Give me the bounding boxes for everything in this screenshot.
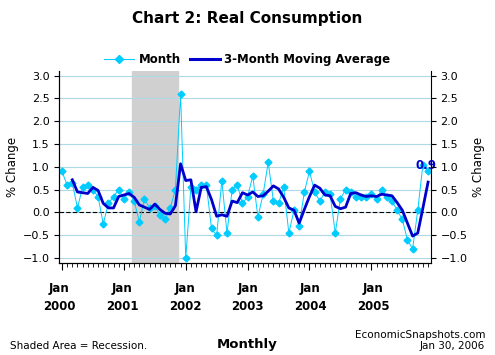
Month	[276, 201, 282, 206]
Month	[59, 169, 65, 174]
Month	[317, 199, 323, 203]
Text: 2005: 2005	[357, 300, 390, 313]
Text: 2001: 2001	[106, 300, 139, 313]
Text: 2004: 2004	[294, 300, 327, 313]
Line: Month: Month	[59, 91, 431, 261]
Text: Monthly: Monthly	[217, 338, 278, 351]
Y-axis label: % Change: % Change	[472, 137, 485, 197]
3-Month Moving Average	[110, 206, 116, 210]
3-Month Moving Average	[183, 179, 189, 183]
Text: 2003: 2003	[231, 300, 264, 313]
Text: Jan: Jan	[363, 282, 384, 295]
Month	[301, 190, 307, 194]
Month	[404, 238, 410, 242]
Bar	[132, 71, 178, 263]
3-Month Moving Average	[291, 208, 297, 212]
Text: 2000: 2000	[43, 300, 76, 313]
Y-axis label: % Change: % Change	[5, 137, 18, 197]
Text: 0.9: 0.9	[415, 159, 436, 172]
Text: Shaded Area = Recession.: Shaded Area = Recession.	[10, 342, 147, 351]
Text: Jan: Jan	[175, 282, 195, 295]
3-Month Moving Average	[147, 207, 152, 212]
Month	[178, 92, 184, 96]
Month	[425, 169, 431, 174]
Line: 3-Month Moving Average: 3-Month Moving Average	[72, 164, 428, 236]
Text: Jan: Jan	[237, 282, 258, 295]
3-Month Moving Average	[265, 189, 271, 193]
Text: Jan: Jan	[49, 282, 70, 295]
Text: Chart 2: Real Consumption: Chart 2: Real Consumption	[132, 11, 363, 26]
Month	[183, 256, 189, 260]
Text: 2002: 2002	[169, 300, 201, 313]
Month	[110, 195, 116, 199]
3-Month Moving Average	[425, 180, 431, 184]
Legend: Month, 3-Month Moving Average: Month, 3-Month Moving Average	[99, 49, 396, 71]
3-Month Moving Average	[306, 195, 312, 199]
Month	[193, 187, 199, 192]
Text: EconomicSnapshots.com
Jan 30, 2006: EconomicSnapshots.com Jan 30, 2006	[354, 330, 485, 351]
Text: Jan: Jan	[300, 282, 321, 295]
Text: Jan: Jan	[112, 282, 133, 295]
